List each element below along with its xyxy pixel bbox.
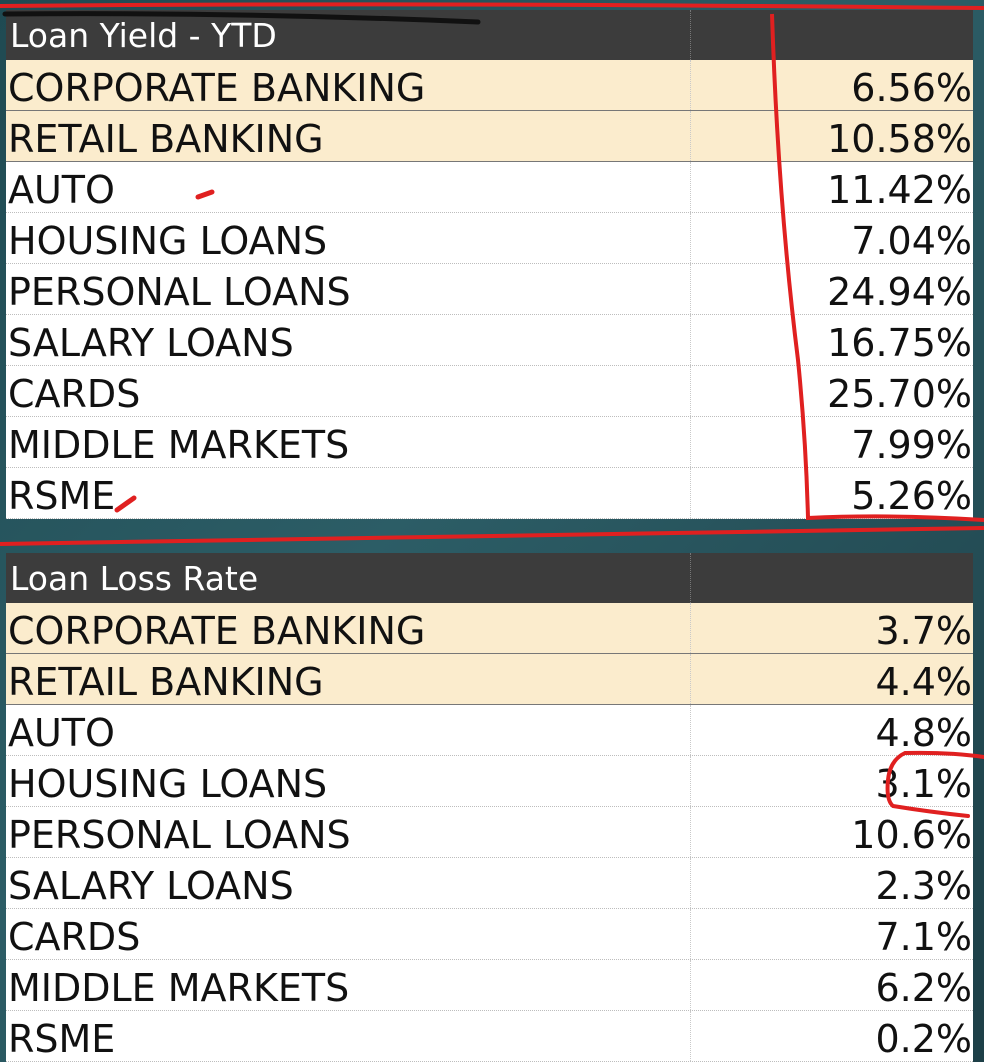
loan-loss-rate-row-label: CARDS <box>8 915 141 959</box>
column-divider <box>690 858 691 908</box>
loan-yield-row-value: 7.04% <box>851 219 972 263</box>
column-divider <box>690 553 691 603</box>
column-divider <box>690 111 691 161</box>
loan-yield-row-label: RSME <box>8 474 116 518</box>
loan-yield-row: SALARY LOANS 16.75% <box>6 315 973 366</box>
column-divider <box>690 10 691 60</box>
loan-yield-row-label: AUTO <box>8 168 115 212</box>
loan-yield-row-label: CORPORATE BANKING <box>8 66 426 110</box>
loan-yield-row-label: CARDS <box>8 372 141 416</box>
loan-loss-rate-row: PERSONAL LOANS 10.6% <box>6 807 973 858</box>
column-divider <box>690 603 691 653</box>
loan-loss-rate-row-label: PERSONAL LOANS <box>8 813 351 857</box>
column-divider <box>690 1011 691 1061</box>
loan-loss-rate-row: MIDDLE MARKETS 6.2% <box>6 960 973 1011</box>
loan-yield-title: Loan Yield - YTD <box>10 15 277 55</box>
loan-loss-rate-row-label: RETAIL BANKING <box>8 660 324 704</box>
loan-yield-row-value: 10.58% <box>827 117 972 161</box>
loan-loss-rate-row-label: CORPORATE BANKING <box>8 609 426 653</box>
loan-yield-row-value: 7.99% <box>851 423 972 467</box>
column-divider <box>690 264 691 314</box>
column-divider <box>690 705 691 755</box>
loan-loss-rate-row: AUTO 4.8% <box>6 705 973 756</box>
loan-yield-header: Loan Yield - YTD <box>6 10 973 60</box>
loan-loss-rate-row: RETAIL BANKING 4.4% <box>6 654 973 705</box>
loan-yield-row-label: HOUSING LOANS <box>8 219 328 263</box>
loan-yield-row: CORPORATE BANKING 6.56% <box>6 60 973 111</box>
loan-yield-row: HOUSING LOANS 7.04% <box>6 213 973 264</box>
loan-loss-rate-title: Loan Loss Rate <box>10 558 259 598</box>
loan-yield-row-label: SALARY LOANS <box>8 321 294 365</box>
loan-loss-rate-row: RSME 0.2% <box>6 1011 973 1062</box>
loan-loss-rate-row-value: 3.1% <box>875 762 972 806</box>
column-divider <box>690 960 691 1010</box>
column-divider <box>690 213 691 263</box>
loan-yield-row-label: MIDDLE MARKETS <box>8 423 350 467</box>
loan-yield-table: Loan Yield - YTD CORPORATE BANKING 6.56% R… <box>6 10 973 519</box>
loan-yield-row-value: 24.94% <box>827 270 972 314</box>
annotation-top-red-line <box>0 2 984 10</box>
loan-loss-rate-row-label: HOUSING LOANS <box>8 762 328 806</box>
loan-yield-row-value: 16.75% <box>827 321 972 365</box>
loan-yield-row-label: PERSONAL LOANS <box>8 270 351 314</box>
loan-loss-rate-rows: CORPORATE BANKING 3.7% RETAIL BANKING 4.4% A… <box>6 603 973 1062</box>
loan-yield-row: RETAIL BANKING 10.58% <box>6 111 973 162</box>
column-divider <box>690 807 691 857</box>
loan-yield-rows: CORPORATE BANKING 6.56% RETAIL BANKING 10.5… <box>6 60 973 519</box>
loan-yield-row-value: 11.42% <box>827 168 972 212</box>
loan-loss-rate-row-label: SALARY LOANS <box>8 864 294 908</box>
loan-loss-rate-table: Loan Loss Rate CORPORATE BANKING 3.7% RETA… <box>6 553 973 1062</box>
loan-yield-row-label: RETAIL BANKING <box>8 117 324 161</box>
column-divider <box>690 909 691 959</box>
loan-loss-rate-row-value: 0.2% <box>875 1017 972 1061</box>
loan-yield-row: PERSONAL LOANS 24.94% <box>6 264 973 315</box>
column-divider <box>690 60 691 110</box>
loan-yield-row-value: 25.70% <box>827 372 972 416</box>
loan-loss-rate-row-value: 7.1% <box>875 915 972 959</box>
column-divider <box>690 756 691 806</box>
loan-loss-rate-row-value: 2.3% <box>875 864 972 908</box>
column-divider <box>690 315 691 365</box>
loan-yield-row-value: 6.56% <box>851 66 972 110</box>
loan-yield-row: RSME 5.26% <box>6 468 973 519</box>
column-divider <box>690 417 691 467</box>
annotation-red-underline <box>0 526 984 546</box>
loan-yield-row: CARDS 25.70% <box>6 366 973 417</box>
loan-loss-rate-row-value: 6.2% <box>875 966 972 1010</box>
loan-yield-row: MIDDLE MARKETS 7.99% <box>6 417 973 468</box>
loan-loss-rate-row-label: AUTO <box>8 711 115 755</box>
loan-loss-rate-row-value: 4.4% <box>875 660 972 704</box>
loan-loss-rate-row-value: 4.8% <box>875 711 972 755</box>
loan-loss-rate-row: HOUSING LOANS 3.1% <box>6 756 973 807</box>
column-divider <box>690 162 691 212</box>
loan-loss-rate-row-value: 3.7% <box>875 609 972 653</box>
column-divider <box>690 366 691 416</box>
loan-loss-rate-row-label: RSME <box>8 1017 116 1061</box>
loan-loss-rate-row: CORPORATE BANKING 3.7% <box>6 603 973 654</box>
loan-loss-rate-row-value: 10.6% <box>851 813 972 857</box>
column-divider <box>690 468 691 518</box>
loan-yield-row: AUTO 11.42% <box>6 162 973 213</box>
loan-loss-rate-header: Loan Loss Rate <box>6 553 973 603</box>
column-divider <box>690 654 691 704</box>
loan-loss-rate-row: CARDS 7.1% <box>6 909 973 960</box>
loan-loss-rate-row: SALARY LOANS 2.3% <box>6 858 973 909</box>
loan-loss-rate-row-label: MIDDLE MARKETS <box>8 966 350 1010</box>
loan-yield-row-value: 5.26% <box>851 474 972 518</box>
